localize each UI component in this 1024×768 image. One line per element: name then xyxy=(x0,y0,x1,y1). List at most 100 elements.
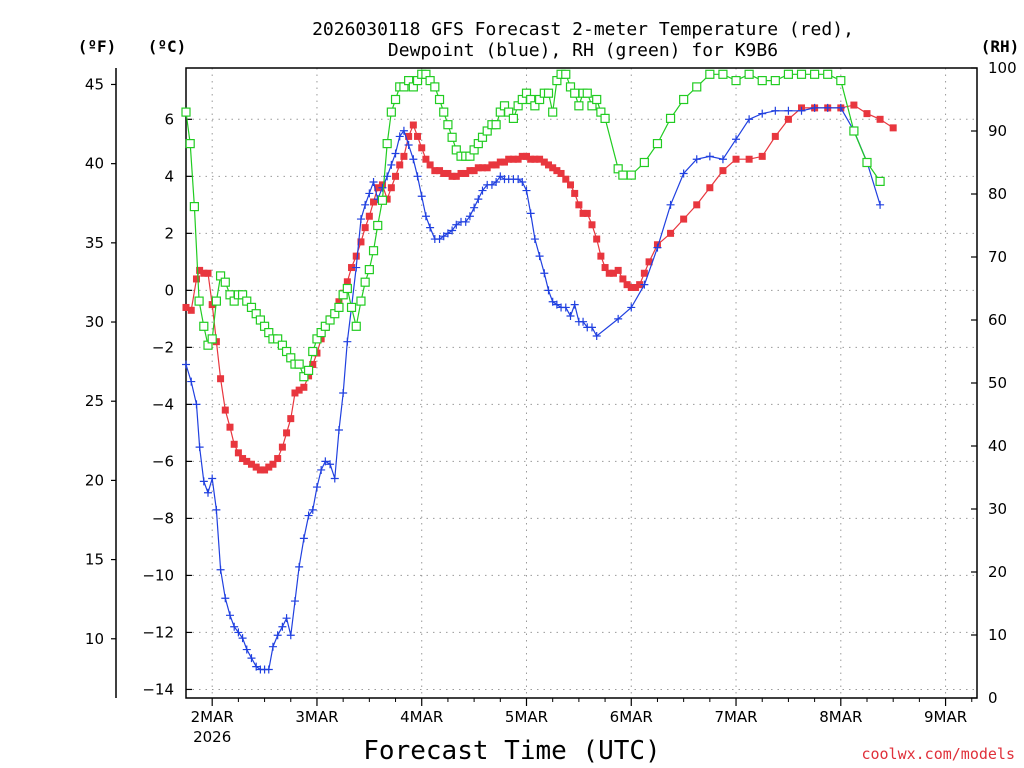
rh-point xyxy=(242,296,252,306)
temperature-point xyxy=(247,460,255,468)
temperature-point xyxy=(609,269,617,277)
dewpoint-point xyxy=(195,443,204,452)
rh-point xyxy=(360,277,370,287)
rh-point xyxy=(587,101,597,111)
temperature-point xyxy=(374,184,382,192)
temperature-point xyxy=(492,161,500,169)
temperature-point xyxy=(544,161,552,169)
dewpoint-point xyxy=(268,642,277,651)
x-tick-label: 8MAR xyxy=(819,708,862,726)
dewpoint-point xyxy=(273,631,282,640)
rh-tick-label: 40 xyxy=(988,437,1007,455)
temperature-point xyxy=(597,252,605,260)
temperature-point xyxy=(335,298,343,306)
rh-point xyxy=(386,107,396,117)
dewpoint-point xyxy=(823,103,832,112)
rh-point xyxy=(744,69,754,79)
dewpoint-point xyxy=(492,178,501,187)
temperature-point xyxy=(566,181,574,189)
chart-title-line-1: 2026030118 GFS Forecast 2-meter Temperat… xyxy=(312,19,854,40)
rh-point xyxy=(783,69,794,79)
x-axis-label: Forecast Time (UTC) xyxy=(363,736,660,766)
rh-point xyxy=(430,82,440,92)
rh-point xyxy=(504,107,514,117)
temperature-point xyxy=(221,406,229,414)
temperature-point xyxy=(474,164,482,172)
celsius-tick-label: −2 xyxy=(152,338,174,356)
dewpoint-point xyxy=(312,483,321,492)
fahrenheit-tick-label: 35 xyxy=(85,234,104,252)
dewpoint-point xyxy=(295,562,304,571)
rh-point xyxy=(351,321,361,331)
dewpoint-point xyxy=(797,106,806,115)
celsius-tick-label: −14 xyxy=(142,680,174,698)
temperature-point xyxy=(605,269,613,277)
dewpoint-point xyxy=(182,360,190,369)
temperature-point xyxy=(436,167,444,175)
temperature-point xyxy=(278,443,286,451)
temperature-point xyxy=(462,169,470,177)
dewpoint-point xyxy=(478,186,487,195)
rh-point xyxy=(439,107,449,117)
rh-point xyxy=(382,139,392,149)
dewpoint-point xyxy=(395,132,404,141)
temperature-point xyxy=(631,284,639,292)
dewpoint-point xyxy=(299,534,308,543)
rh-point xyxy=(613,164,623,174)
dewpoint-point xyxy=(522,186,531,195)
rh-point xyxy=(215,271,226,281)
x-tick-label: 9MAR xyxy=(924,708,967,726)
celsius-tick-label: −4 xyxy=(152,395,174,413)
dewpoint-point xyxy=(208,474,217,483)
temperature-point xyxy=(571,189,579,197)
temperature-point xyxy=(239,455,247,463)
temperature-point xyxy=(305,372,313,380)
dewpoint-point xyxy=(192,400,201,409)
dewpoint-point xyxy=(321,457,330,466)
temperature-point xyxy=(444,169,452,177)
temperature-point xyxy=(719,167,727,175)
temperature-point xyxy=(889,124,897,132)
dewpoint-point xyxy=(286,631,295,640)
rh-tick-label: 10 xyxy=(988,626,1007,644)
credit-text: coolwx.com/models xyxy=(861,745,1015,763)
temperature-point xyxy=(505,155,513,163)
temperature-point xyxy=(527,155,535,163)
temperature-point xyxy=(667,229,675,237)
temperature-point xyxy=(771,132,779,140)
temperature-point xyxy=(396,161,404,169)
temperature-point xyxy=(623,281,631,289)
dewpoint-point xyxy=(234,628,243,637)
rh-point xyxy=(705,69,715,79)
dewpoint-point xyxy=(732,135,741,144)
dewpoint-point xyxy=(413,172,422,181)
dewpoint-point xyxy=(343,337,352,346)
dewpoint-point xyxy=(252,662,261,671)
rh-point xyxy=(220,277,230,287)
series-1 xyxy=(182,103,885,674)
dewpoint-point xyxy=(290,597,299,606)
temperature-point xyxy=(601,264,609,272)
dewpoint-point xyxy=(361,200,370,209)
temperature-point xyxy=(256,466,264,474)
rh-point xyxy=(548,107,558,117)
fahrenheit-unit-label: (ºF) xyxy=(78,37,117,56)
series-layer xyxy=(181,69,897,674)
temperature-point xyxy=(614,266,622,274)
temperature-point xyxy=(230,440,238,448)
temperature-point xyxy=(265,463,273,471)
temperature-point xyxy=(645,258,653,266)
dewpoint-point xyxy=(334,426,343,435)
dewpoint-point xyxy=(369,178,378,187)
rh-point xyxy=(508,113,519,124)
dewpoint-point xyxy=(282,614,291,623)
dewpoint-point xyxy=(666,200,675,209)
dewpoint-point xyxy=(308,505,317,514)
rh-point xyxy=(320,321,330,331)
temperature-point xyxy=(553,167,561,175)
dewpoint-point xyxy=(199,477,208,486)
x-tick-label: 6MAR xyxy=(610,708,653,726)
celsius-tick-label: −8 xyxy=(152,509,174,527)
rh-point xyxy=(823,69,833,79)
